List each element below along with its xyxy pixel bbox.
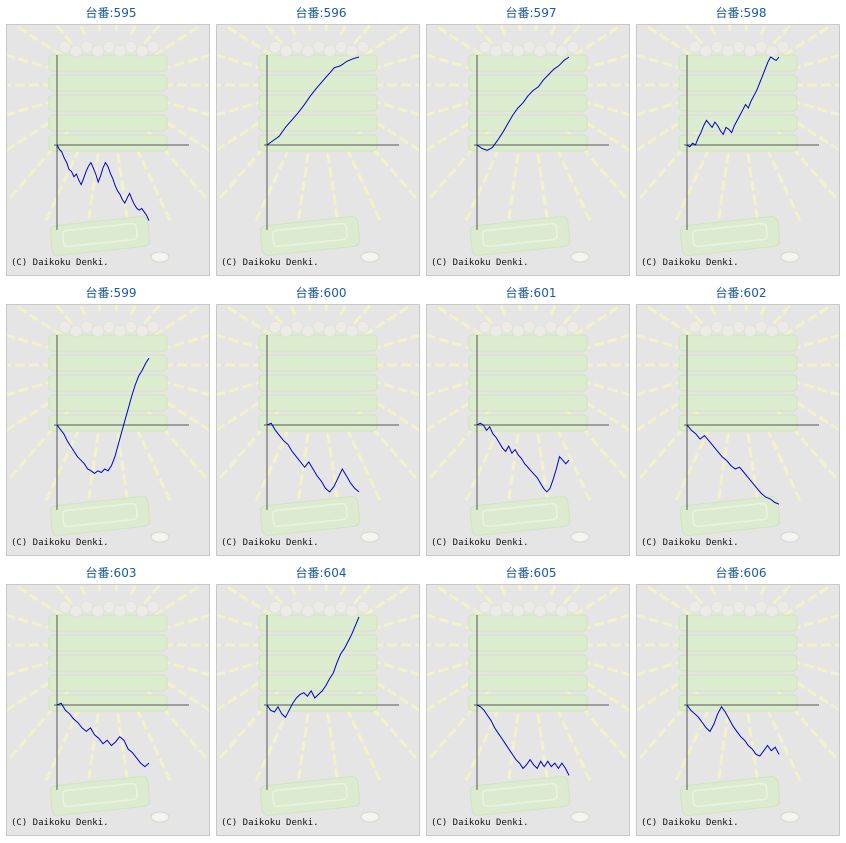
background-artwork bbox=[7, 585, 209, 823]
chart-title[interactable]: 台番:598 bbox=[715, 6, 767, 20]
chart-title[interactable]: 台番:604 bbox=[295, 566, 347, 580]
chart-cell: 台番:603 (C) Daikoku Denki. bbox=[6, 560, 216, 836]
chart-svg bbox=[217, 585, 419, 823]
chart-svg bbox=[637, 585, 839, 823]
chart-title[interactable]: 台番:596 bbox=[295, 6, 347, 20]
chart-panel[interactable]: (C) Daikoku Denki. bbox=[636, 304, 840, 556]
chart-svg bbox=[217, 25, 419, 263]
copyright-text: (C) Daikoku Denki. bbox=[431, 818, 529, 828]
chart-panel[interactable]: (C) Daikoku Denki. bbox=[426, 24, 630, 276]
chart-title[interactable]: 台番:599 bbox=[85, 286, 137, 300]
chart-svg bbox=[637, 305, 839, 543]
series-line bbox=[476, 704, 570, 776]
copyright-text: (C) Daikoku Denki. bbox=[641, 258, 739, 268]
chart-svg bbox=[7, 585, 209, 823]
chart-panel[interactable]: (C) Daikoku Denki. bbox=[6, 584, 210, 836]
chart-cell: 台番:604 (C) Daikoku Denki. bbox=[216, 560, 426, 836]
series-line bbox=[476, 422, 570, 493]
chart-title[interactable]: 台番:600 bbox=[295, 286, 347, 300]
copyright-text: (C) Daikoku Denki. bbox=[431, 538, 529, 548]
chart-cell: 台番:597 (C) Daikoku Denki. bbox=[426, 0, 636, 276]
series-line bbox=[686, 424, 780, 505]
chart-title[interactable]: 台番:606 bbox=[715, 566, 767, 580]
background-artwork bbox=[217, 305, 419, 543]
series-line bbox=[56, 144, 150, 221]
background-artwork bbox=[427, 305, 629, 543]
chart-cell: 台番:602 (C) Daikoku Denki. bbox=[636, 280, 846, 556]
chart-panel[interactable]: (C) Daikoku Denki. bbox=[216, 24, 420, 276]
chart-title[interactable]: 台番:595 bbox=[85, 6, 137, 20]
chart-panel[interactable]: (C) Daikoku Denki. bbox=[216, 584, 420, 836]
chart-svg bbox=[7, 305, 209, 543]
chart-title[interactable]: 台番:605 bbox=[505, 566, 557, 580]
chart-cell: 台番:598 (C) Daikoku Denki. bbox=[636, 0, 846, 276]
background-artwork bbox=[427, 585, 629, 823]
chart-svg bbox=[217, 305, 419, 543]
chart-cell: 台番:606 (C) Daikoku Denki. bbox=[636, 560, 846, 836]
copyright-text: (C) Daikoku Denki. bbox=[641, 818, 739, 828]
chart-title[interactable]: 台番:597 bbox=[505, 6, 557, 20]
series-line bbox=[686, 56, 780, 148]
background-artwork bbox=[637, 305, 839, 543]
chart-cell: 台番:596 (C) Daikoku Denki. bbox=[216, 0, 426, 276]
background-artwork bbox=[217, 585, 419, 823]
chart-cell: 台番:605 (C) Daikoku Denki. bbox=[426, 560, 636, 836]
copyright-text: (C) Daikoku Denki. bbox=[11, 538, 109, 548]
background-artwork bbox=[217, 25, 419, 263]
chart-svg bbox=[427, 585, 629, 823]
chart-title[interactable]: 台番:601 bbox=[505, 286, 557, 300]
chart-svg bbox=[427, 305, 629, 543]
series-line bbox=[266, 616, 360, 719]
chart-title[interactable]: 台番:603 bbox=[85, 566, 137, 580]
chart-panel[interactable]: (C) Daikoku Denki. bbox=[6, 24, 210, 276]
chart-svg bbox=[637, 25, 839, 263]
series-line bbox=[56, 357, 150, 475]
background-artwork bbox=[7, 25, 209, 263]
series-line bbox=[686, 704, 780, 757]
chart-panel[interactable]: (C) Daikoku Denki. bbox=[6, 304, 210, 556]
background-artwork bbox=[637, 585, 839, 823]
copyright-text: (C) Daikoku Denki. bbox=[431, 258, 529, 268]
chart-panel[interactable]: (C) Daikoku Denki. bbox=[426, 304, 630, 556]
copyright-text: (C) Daikoku Denki. bbox=[221, 818, 319, 828]
background-artwork bbox=[637, 25, 839, 263]
background-artwork bbox=[7, 305, 209, 543]
series-line bbox=[56, 702, 150, 768]
chart-cell: 台番:599 (C) Daikoku Denki. bbox=[6, 280, 216, 556]
copyright-text: (C) Daikoku Denki. bbox=[221, 258, 319, 268]
series-line bbox=[266, 422, 360, 493]
background-artwork bbox=[427, 25, 629, 263]
chart-svg bbox=[427, 25, 629, 263]
chart-cell: 台番:595 (C) Daikoku Denki. bbox=[6, 0, 216, 276]
copyright-text: (C) Daikoku Denki. bbox=[641, 538, 739, 548]
copyright-text: (C) Daikoku Denki. bbox=[221, 538, 319, 548]
series-line bbox=[266, 56, 360, 146]
chart-svg bbox=[7, 25, 209, 263]
chart-panel[interactable]: (C) Daikoku Denki. bbox=[636, 584, 840, 836]
chart-title[interactable]: 台番:602 bbox=[715, 286, 767, 300]
copyright-text: (C) Daikoku Denki. bbox=[11, 258, 109, 268]
series-line bbox=[476, 56, 570, 151]
chart-panel[interactable]: (C) Daikoku Denki. bbox=[636, 24, 840, 276]
chart-panel[interactable]: (C) Daikoku Denki. bbox=[426, 584, 630, 836]
chart-cell: 台番:600 (C) Daikoku Denki. bbox=[216, 280, 426, 556]
chart-cell: 台番:601 (C) Daikoku Denki. bbox=[426, 280, 636, 556]
copyright-text: (C) Daikoku Denki. bbox=[11, 818, 109, 828]
chart-panel[interactable]: (C) Daikoku Denki. bbox=[216, 304, 420, 556]
